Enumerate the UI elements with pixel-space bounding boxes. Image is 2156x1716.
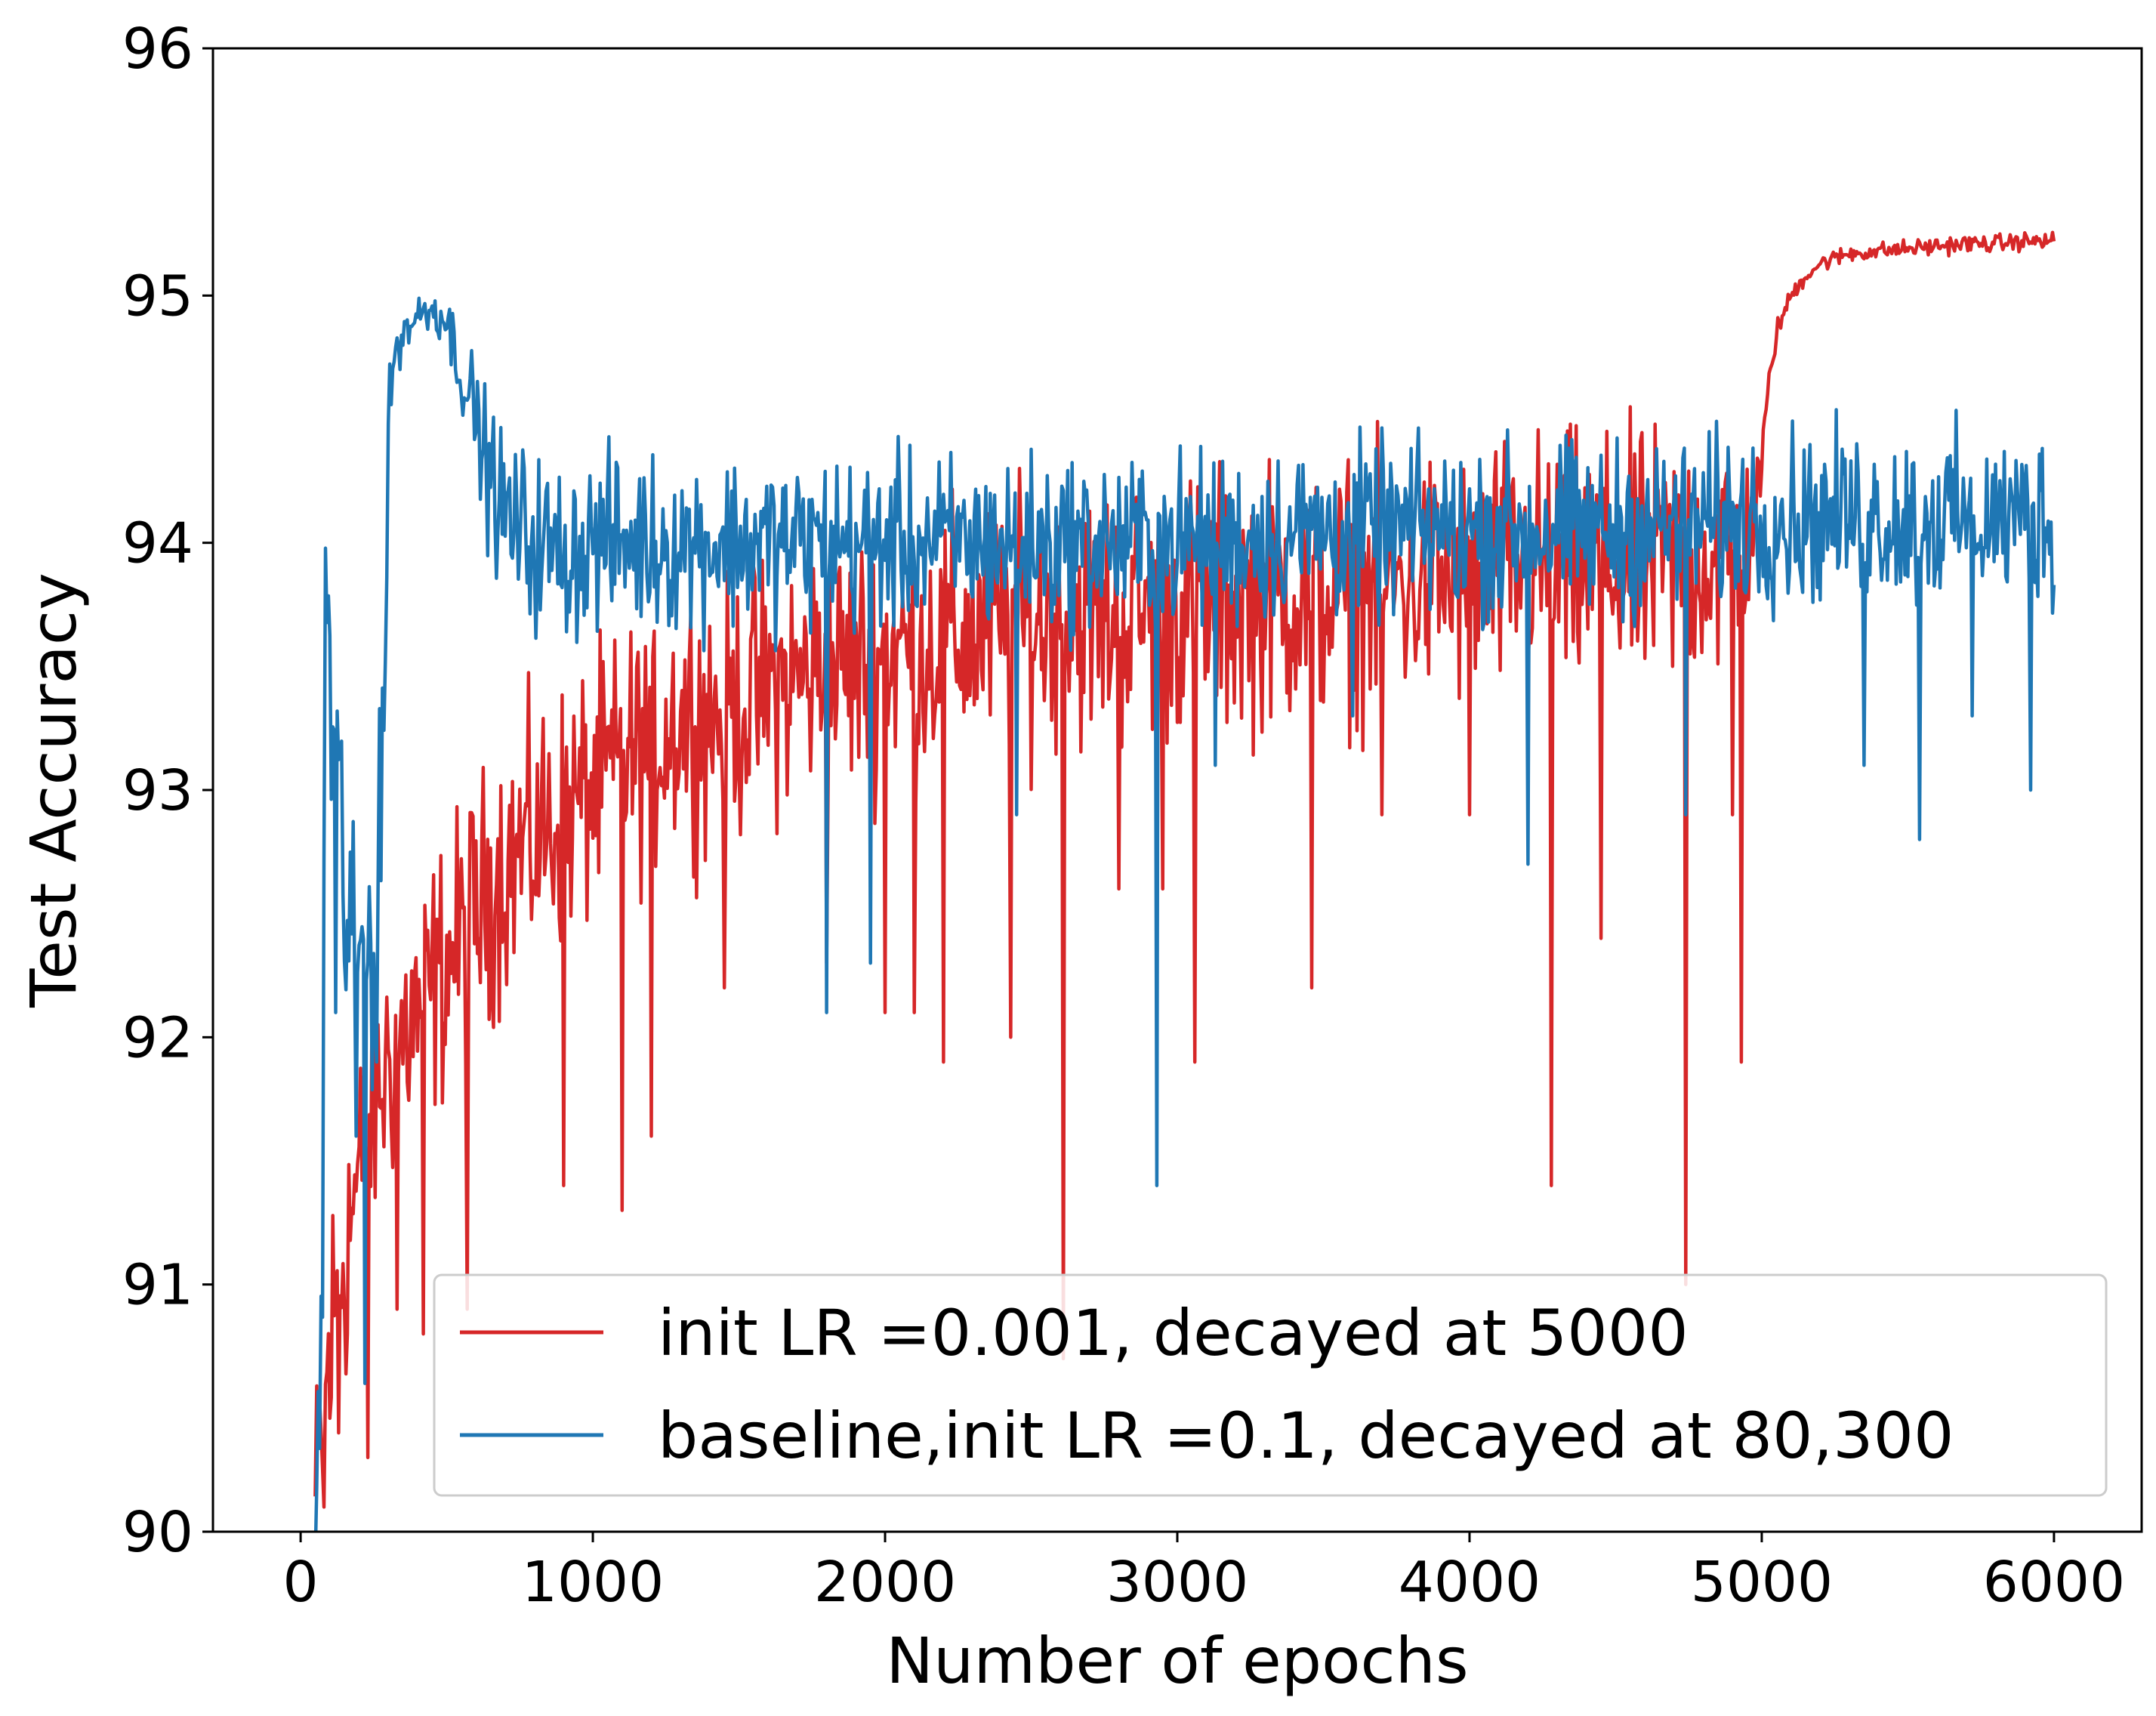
x-tick-label: 1000 [522, 1550, 664, 1615]
y-tick-label: 96 [122, 17, 193, 82]
y-tick-label: 91 [122, 1253, 193, 1318]
legend-box [433, 1273, 2108, 1497]
x-tick-label: 0 [283, 1550, 319, 1615]
legend-entry-blue: baseline,init LR =0.1, decayed at 80,300 [658, 1399, 1954, 1473]
y-tick-label: 95 [122, 264, 193, 329]
legend-entry-red: init LR =0.001, decayed at 5000 [658, 1296, 1689, 1370]
x-tick-label: 4000 [1399, 1550, 1541, 1615]
series-layer [313, 230, 2056, 1532]
x-tick-label: 2000 [814, 1550, 956, 1615]
series-line-blue [313, 296, 2056, 1532]
x-axis: 0 1000 2000 3000 4000 5000 6000 [283, 1532, 2125, 1615]
x-axis-label: Number of epochs [886, 1624, 1468, 1698]
series-line-red [313, 230, 2056, 1509]
x-tick-label: 5000 [1691, 1550, 1833, 1615]
y-tick-label: 92 [122, 1005, 193, 1070]
y-axis-label: Test Accuracy [17, 573, 91, 1008]
y-tick-label: 94 [122, 511, 193, 576]
y-tick-label: 90 [122, 1500, 193, 1565]
x-tick-label: 3000 [1106, 1550, 1248, 1615]
y-tick-label: 93 [122, 758, 193, 823]
x-tick-label: 6000 [1983, 1550, 2125, 1615]
legend: init LR =0.001, decayed at 5000 baseline… [433, 1273, 2108, 1497]
y-axis: 90 91 92 93 94 95 96 [122, 17, 213, 1565]
